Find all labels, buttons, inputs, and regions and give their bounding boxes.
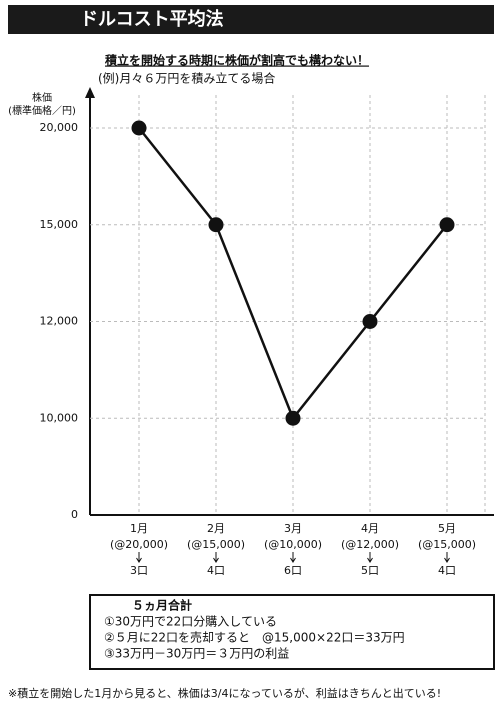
y-axis-label: (標準価格／円) xyxy=(8,104,76,117)
purchase-label: 4口 xyxy=(207,564,225,577)
y-tick-label: 20,000 xyxy=(40,121,79,134)
y-tick-label: 0 xyxy=(71,508,78,521)
summary-line: ②５月に22口を売却すると @15,000×22口＝33万円 xyxy=(104,630,405,645)
value-label: (@10,000) xyxy=(264,538,322,551)
point xyxy=(285,410,301,426)
y-tick-label: 10,000 xyxy=(40,411,79,424)
chart-note: (例)月々６万円を積み立てる場合 xyxy=(98,71,275,86)
value-label: (@20,000) xyxy=(110,538,168,551)
point xyxy=(208,217,224,233)
arrow-head xyxy=(213,557,219,563)
x-tick-label: 2月 xyxy=(207,522,225,535)
summary-box xyxy=(89,594,495,670)
arrow-head xyxy=(444,557,450,563)
summary-title: ５ヵ月合計 xyxy=(132,598,192,613)
summary-line: ③33万円－30万円＝３万円の利益 xyxy=(104,647,289,661)
chart-title: ドルコスト平均法 xyxy=(80,8,224,30)
point xyxy=(362,314,378,329)
x-tick-label: 3月 xyxy=(284,522,302,535)
y-axis-label: 株価 xyxy=(32,91,52,104)
x-tick-label: 4月 xyxy=(361,522,379,535)
purchase-label: 3口 xyxy=(130,564,148,577)
value-label: (@15,000) xyxy=(187,538,245,551)
point xyxy=(131,120,147,136)
purchase-label: 5口 xyxy=(361,564,379,577)
footnote: ※積立を開始した1月から見ると、株価は3/4になっているが、利益はきちんと出てい… xyxy=(8,686,441,700)
line xyxy=(138,127,448,421)
summary-line: ①30万円で22口分購入している xyxy=(104,615,277,629)
arrow-head xyxy=(136,557,142,563)
chart-subtitle: 積立を開始する時期に株価が割高でも構わない！ xyxy=(104,53,369,68)
x-tick-label: 5月 xyxy=(438,522,456,535)
purchase-label: 6口 xyxy=(284,564,302,577)
title-banner xyxy=(8,5,494,34)
y-axis-arrow xyxy=(85,87,95,98)
y-tick-label: 12,000 xyxy=(40,315,79,328)
value-label: (@12,000) xyxy=(341,538,399,551)
point xyxy=(439,217,455,233)
x-tick-label: 1月 xyxy=(130,522,148,535)
arrow-head xyxy=(290,557,296,563)
y-tick-label: 15,000 xyxy=(40,218,79,231)
purchase-label: 4口 xyxy=(438,564,456,577)
arrow-head xyxy=(367,557,373,563)
value-label: (@15,000) xyxy=(418,538,476,551)
